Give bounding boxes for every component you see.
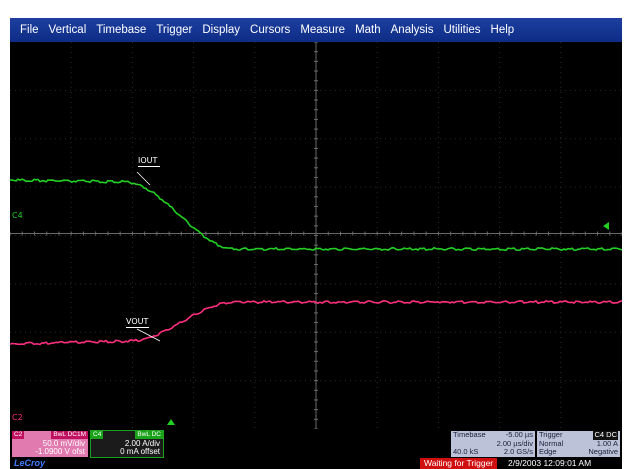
trigger-type: Edge [539,447,557,456]
timebase-per-div: 2.00 µs/div [496,438,533,448]
waveform-grid[interactable]: C4 C2 IOUT VOUT [10,41,622,430]
timebase-rate: 2.0 GS/s [503,447,533,456]
menu-help[interactable]: Help [490,24,515,36]
c2-coupling: BwL DC1M [51,431,88,439]
menu-cursors[interactable]: Cursors [250,24,291,36]
c4-coupling: BwL DC [135,431,163,439]
trigger-channel: C4 DC [593,430,618,440]
c4-descriptor[interactable]: C4 BwL DC 2.00 A/div 0 mA offset [90,430,164,458]
menu-measure[interactable]: Measure [300,24,346,36]
menu-file[interactable]: File [20,24,39,36]
c4-offset: 0 mA offset [120,447,160,456]
menu-analysis[interactable]: Analysis [390,24,434,36]
menu-timebase[interactable]: Timebase [96,24,147,36]
trigger-panel[interactable]: Trigger C4 DC Normal 1.00 A Edge Negative [537,430,620,457]
menu-display[interactable]: Display [202,24,241,36]
trigger-slope: Negative [588,447,618,456]
menu-utilities[interactable]: Utilities [443,24,481,36]
oscilloscope-window: File Vertical Timebase Trigger Display C… [10,18,622,469]
c4-marker[interactable]: C4 [12,211,23,220]
c4-scale: 2.00 A/div [124,439,160,448]
timebase-samples: 40.0 kS [453,447,479,456]
c2-marker[interactable]: C2 [12,413,23,422]
timebase-panel[interactable]: Timebase -5.00 µs 2.00 µs/div 40.0 kS 2.0 … [451,430,535,457]
c2-scale: 50.0 mV/div [42,439,85,448]
vout-waveform [10,299,622,346]
trigger-level-arrow-icon[interactable] [603,222,609,230]
iout-label: IOUT [138,156,158,165]
trigger-position-arrow-icon[interactable] [167,419,175,425]
date-time: 2/9/2003 12:09:01 AM [508,458,592,468]
lecroy-logo: LeCroy [14,458,46,468]
menu-bar: File Vertical Timebase Trigger Display C… [10,18,622,42]
timebase-delay: -5.00 µs [505,430,533,439]
c4-tag: C4 [91,431,104,439]
menu-vertical[interactable]: Vertical [48,24,87,36]
status-area: C2 BwL DC1M 50.0 mV/div -1.0900 V ofst C… [10,429,622,469]
vout-label: VOUT [126,317,149,326]
menu-trigger[interactable]: Trigger [156,24,193,36]
timebase-label: Timebase [453,430,486,439]
trigger-label: Trigger [539,430,563,439]
menu-math[interactable]: Math [355,24,381,36]
vout-label-underline [126,327,149,328]
status-bar: LeCroy Waiting for Trigger 2/9/2003 12:0… [10,458,622,469]
waveform-display [10,41,622,430]
c2-tag: C2 [12,431,25,439]
vout-label-leader [136,328,161,342]
c2-offset: -1.0900 V ofst [35,447,85,456]
iout-label-underline [138,166,160,167]
iout-label-leader [136,171,151,186]
trigger-status: Waiting for Trigger [420,458,498,469]
trigger-level: 1.00 A [596,438,618,448]
c2-descriptor[interactable]: C2 BwL DC1M 50.0 mV/div -1.0900 V ofst [12,431,88,457]
trigger-mode: Normal [539,438,564,448]
iout-waveform [10,178,622,252]
